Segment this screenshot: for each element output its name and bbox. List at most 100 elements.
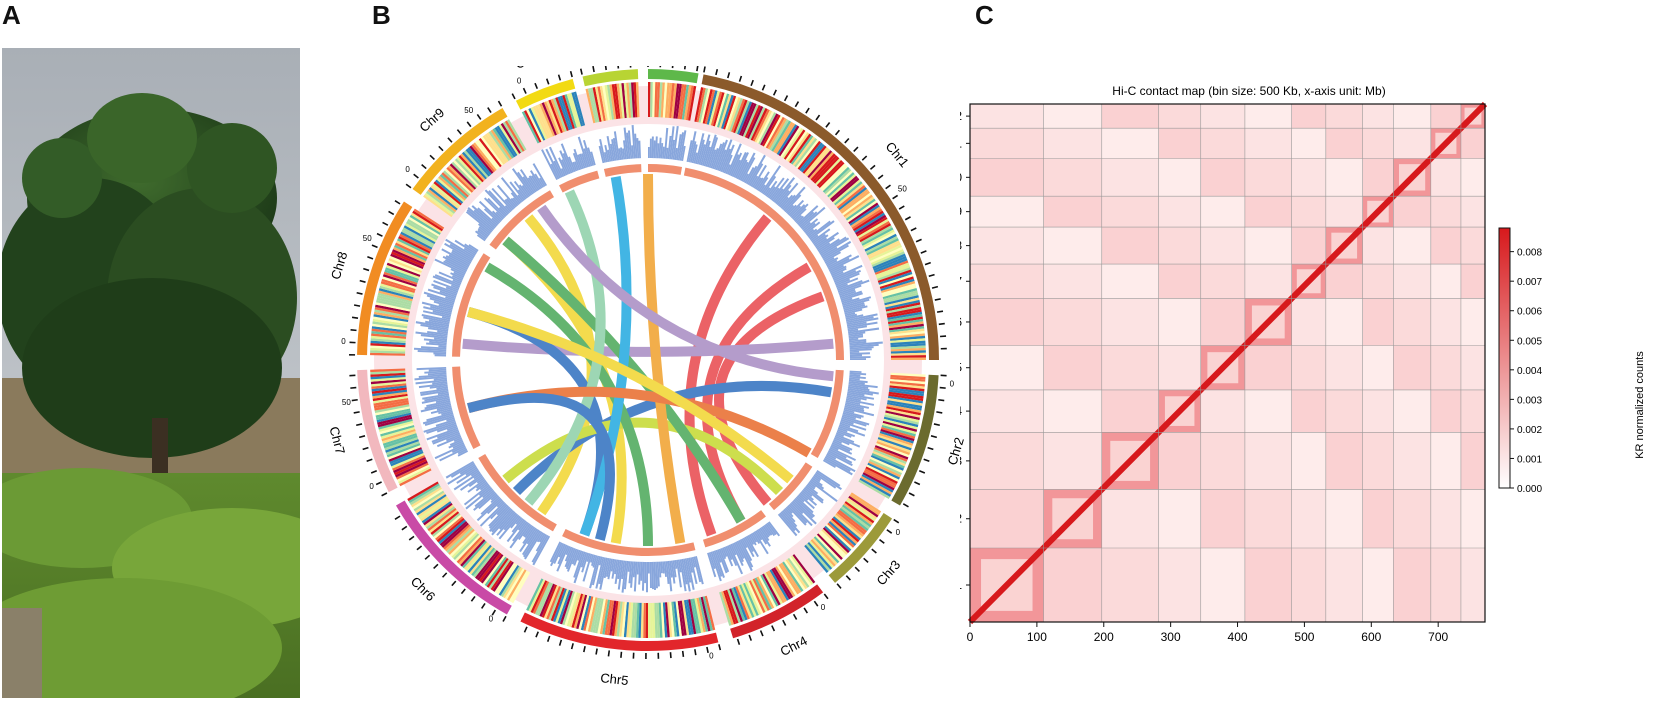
colorbar-tick-label: 0.002: [1517, 425, 1542, 436]
heatmap-cell: [1292, 298, 1326, 345]
heatmap-cell: [1431, 227, 1461, 264]
heatmap-cell: [1201, 128, 1245, 158]
heatmap-cell: [1461, 227, 1485, 264]
heatmap-cell: [1044, 346, 1102, 390]
circos-chromosome-label: Chr8: [330, 250, 350, 281]
heatmap-cell: [970, 390, 1044, 432]
heatmap-cell: [1393, 298, 1430, 345]
colorbar-tick-label: 0.003: [1517, 395, 1542, 406]
heatmap-cell: [1292, 196, 1326, 227]
heatmap-cell: [1393, 227, 1430, 264]
heatmap-cell: [1044, 432, 1102, 489]
heatmap-cell: [1431, 196, 1461, 227]
heatmap-cell: [1201, 548, 1245, 622]
heatmap-cell: [1201, 196, 1245, 227]
heatmap-cell: [1292, 548, 1326, 622]
heatmap-cell: [970, 128, 1044, 158]
heatmap-cell: [1044, 196, 1102, 227]
heatmap-cell: [1326, 390, 1363, 432]
heatmap-cell: [1159, 104, 1201, 128]
heatmap-cell: [1431, 104, 1461, 128]
heatmap-cell: [1044, 158, 1102, 196]
circos-plot: 10050Chr10Chr20Chr30Chr40Chr50Chr6050Chr…: [330, 66, 970, 703]
heatmap-cell: [1292, 104, 1326, 128]
circos-tick-label: 0: [405, 165, 410, 174]
heatmap-cell: [1363, 390, 1394, 432]
heatmap-cell: [1363, 264, 1394, 298]
circos-chromosome-chr1: 10050Chr1: [684, 66, 947, 360]
x-tick-label: 400: [1228, 630, 1248, 644]
heatmap-cell: [970, 489, 1044, 548]
heatmap-cell: [1393, 489, 1430, 548]
heatmap-cell: [1044, 390, 1102, 432]
circos-chromosome-label: Chr5: [600, 670, 630, 688]
heatmap-cell: [1431, 346, 1461, 390]
heatmap-cell: [1159, 128, 1201, 158]
heatmap-cell: [1245, 158, 1292, 196]
heatmap-cell: [1363, 489, 1394, 548]
heatmap-cell: [1245, 104, 1292, 128]
heatmap-cell: [1102, 298, 1159, 345]
heatmap-cell: [1393, 390, 1430, 432]
heatmap-cell: [1201, 264, 1245, 298]
circos-chromosome-label: Chr3: [873, 557, 903, 588]
circos-tick-label: 0: [896, 528, 901, 537]
x-tick-label: 500: [1294, 630, 1314, 644]
x-tick-label: 0: [967, 630, 974, 644]
heatmap-cell: [1393, 264, 1430, 298]
x-tick-label: 600: [1361, 630, 1381, 644]
heatmap-cell: [1431, 548, 1461, 622]
heatmap-cell: [1102, 346, 1159, 390]
colorbar-tick-label: 0.001: [1517, 454, 1542, 465]
circos-tick-label: 0: [950, 380, 955, 389]
heatmap-cell: [1393, 196, 1430, 227]
circos-link: [463, 344, 834, 352]
heatmap-cell: [1102, 548, 1159, 622]
circos-tick-label: 0: [369, 482, 374, 491]
heatmap-cell: [970, 298, 1044, 345]
heatmap-cell: [1461, 432, 1485, 489]
heatmap-cell: [1326, 158, 1363, 196]
heatmap-cell: [1326, 298, 1363, 345]
x-tick-label: 300: [1161, 630, 1181, 644]
heatmap-cell: [970, 227, 1044, 264]
y-tick-label: Chr8: [960, 239, 962, 253]
y-tick-label: Chr4: [960, 404, 962, 418]
heatmap-cell: [970, 264, 1044, 298]
x-tick-label: 200: [1094, 630, 1114, 644]
heatmap-cell: [1102, 104, 1159, 128]
heatmap-cell: [1292, 227, 1326, 264]
heatmap-cell: [1201, 158, 1245, 196]
heatmap-cell: [970, 346, 1044, 390]
circos-tick-label: 50: [464, 106, 473, 115]
heatmap-cell: [1326, 489, 1363, 548]
heatmap-cell: [1431, 264, 1461, 298]
y-tick-label: Chr11: [960, 136, 962, 150]
heatmap-cell: [1044, 548, 1102, 622]
circos-chromosome-label: Chr9: [416, 105, 447, 135]
heatmap-cell: [1159, 548, 1201, 622]
heatmap-cell: [1326, 346, 1363, 390]
heatmap-cell: [1326, 196, 1363, 227]
x-tick-label: 700: [1428, 630, 1448, 644]
heatmap-cell: [1245, 264, 1292, 298]
heatmap-cell: [1044, 104, 1102, 128]
heatmap-cell: [1102, 489, 1159, 548]
circos-tick-label: 50: [342, 398, 351, 407]
tree-photo: [2, 48, 300, 698]
heatmap-cell: [970, 432, 1044, 489]
heatmap-cell: [1363, 346, 1394, 390]
heatmap-cell: [1245, 432, 1292, 489]
heatmap-cell: [1102, 390, 1159, 432]
circos-tick-label: 50: [898, 185, 907, 194]
y-tick-label: Chr7: [960, 274, 962, 288]
y-tick-label: Chr6: [960, 315, 962, 329]
heatmap-cell: [1326, 128, 1363, 158]
heatmap-cell: [1431, 390, 1461, 432]
heatmap-cell: [1044, 227, 1102, 264]
y-tick-label: Chr3: [960, 454, 962, 468]
heatmap-cell: [1159, 432, 1201, 489]
x-tick-label: 100: [1027, 630, 1047, 644]
heatmap-cell: [1363, 548, 1394, 622]
